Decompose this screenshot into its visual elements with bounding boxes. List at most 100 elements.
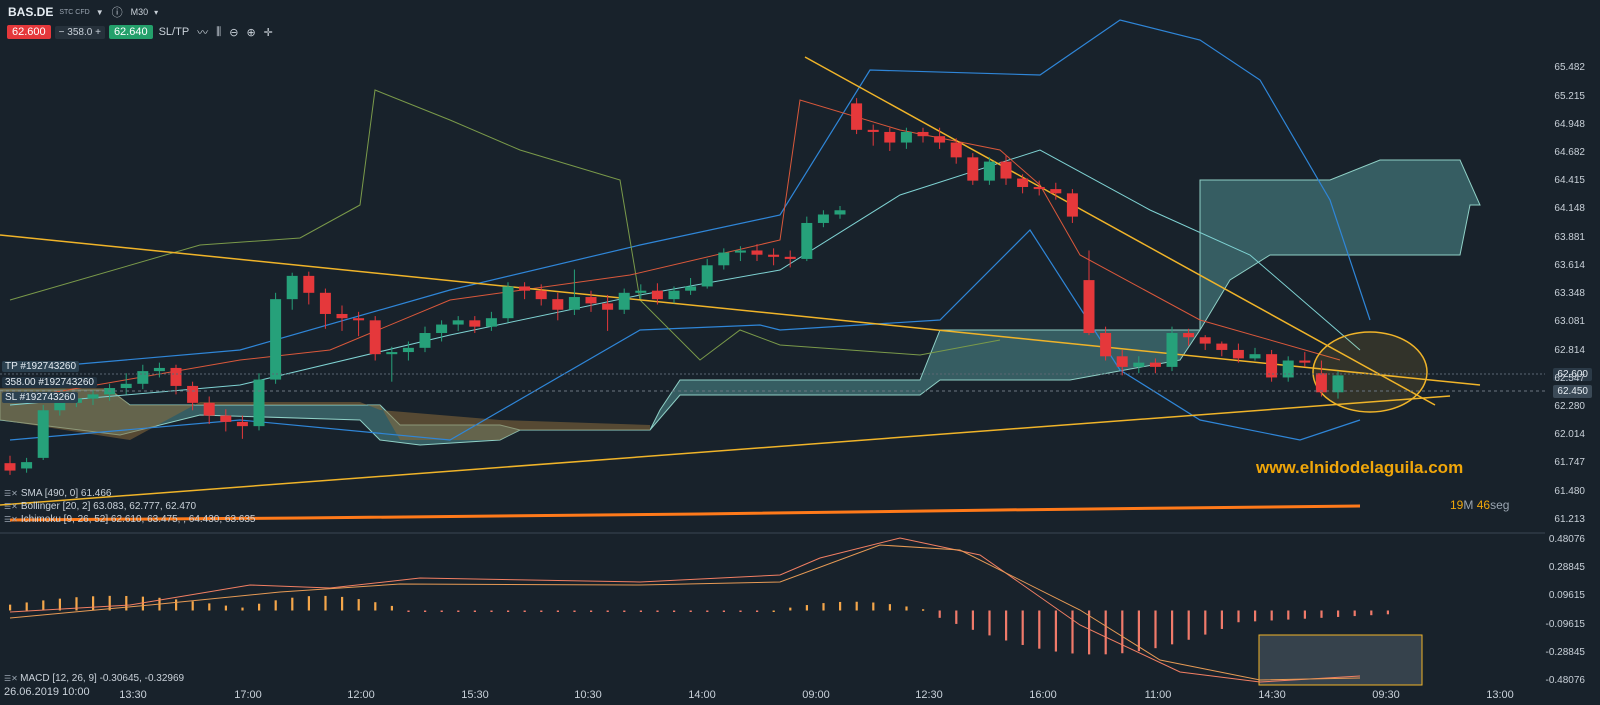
- ichimoku-legend[interactable]: ☰✕ Ichimoku [9, 26, 52] 62.610, 63.475, ,…: [4, 514, 256, 525]
- candle: [618, 288, 630, 314]
- timeframe-selector[interactable]: M30: [130, 7, 149, 17]
- candle: [419, 326, 431, 353]
- candle-body: [734, 250, 746, 253]
- macd-bar: [1071, 610, 1074, 654]
- price-tick-label: 65.215: [1554, 90, 1585, 102]
- sl-id: #192743260: [19, 392, 76, 403]
- macd-legend[interactable]: ☰✕ MACD [12, 26, 9] -0.30645, -0.32969: [4, 673, 184, 684]
- symbol-label[interactable]: BAS.DE: [8, 5, 54, 19]
- macd-bar: [938, 610, 941, 618]
- time-tick-label: 13:00: [1486, 689, 1514, 701]
- candle: [336, 305, 348, 331]
- candle: [635, 284, 647, 300]
- candle: [402, 341, 414, 361]
- candle-body: [784, 256, 796, 259]
- candle-body: [1100, 333, 1112, 357]
- candle: [1266, 349, 1278, 382]
- candle: [1149, 358, 1161, 374]
- crosshair-icon[interactable]: ✛: [263, 26, 273, 39]
- macd-bar: [208, 603, 211, 611]
- candle-body: [1282, 360, 1294, 378]
- info-icon[interactable]: ⓘ: [111, 7, 123, 19]
- candle-body: [21, 462, 33, 469]
- cloud-bear: [0, 388, 650, 440]
- macd-value: MACD [12, 26, 9] -0.30645, -0.32969: [20, 673, 185, 684]
- candle-body: [270, 299, 282, 380]
- macd-bar: [706, 610, 709, 612]
- macd-line: [9, 537, 1361, 683]
- time-tick-label: 09:30: [1372, 689, 1400, 701]
- macd-bar: [1204, 610, 1207, 635]
- candle-body: [585, 297, 597, 304]
- macd-bar: [1137, 610, 1140, 652]
- candle-body: [1266, 354, 1278, 378]
- macd-bar: [789, 607, 792, 611]
- candle-body: [336, 313, 348, 319]
- timeframe-chevron-icon[interactable]: ▾: [154, 7, 159, 17]
- buy-price-button[interactable]: 62.640: [108, 25, 153, 39]
- tp-order-tag[interactable]: TP #192743260: [2, 361, 80, 372]
- ichimoku-cloud: [0, 159, 1481, 446]
- macd-bar: [390, 605, 393, 611]
- chevron-down-icon[interactable]: ▼: [95, 7, 104, 17]
- candle: [967, 153, 979, 185]
- zoom-in-icon[interactable]: ⊕: [246, 26, 256, 39]
- candle-body: [552, 299, 564, 310]
- settings-icon[interactable]: ☰✕: [4, 674, 21, 683]
- candle: [369, 316, 381, 361]
- macd-bar: [241, 607, 244, 611]
- tp-label: TP: [5, 361, 18, 372]
- price-tick-label: 64.682: [1554, 146, 1585, 158]
- macd-bar: [490, 610, 493, 612]
- bollinger-lower: [9, 229, 1361, 441]
- sell-price-button[interactable]: 62.600: [7, 25, 51, 39]
- price-tick-label: 63.081: [1554, 316, 1585, 328]
- sltp-button[interactable]: SL/TP: [158, 26, 190, 38]
- macd-bar: [1254, 610, 1257, 622]
- time-tick-label: 10:30: [574, 689, 602, 701]
- sl-label: SL: [5, 392, 17, 403]
- quantity-input[interactable]: − 358.0 +: [54, 25, 105, 39]
- candle: [469, 316, 481, 334]
- position-order-tag[interactable]: 358.00 #192743260: [2, 377, 97, 388]
- candle-body: [1017, 178, 1029, 187]
- macd-tick-label: -0.09615: [1545, 618, 1585, 630]
- macd-bar: [357, 599, 360, 611]
- candle: [436, 320, 448, 342]
- sl-order-tag[interactable]: SL #192743260: [2, 392, 79, 403]
- macd-bar: [258, 603, 261, 611]
- trendlines: [0, 56, 1481, 506]
- macd-bar: [1237, 610, 1240, 623]
- macd-bar: [922, 609, 925, 611]
- candle: [270, 292, 282, 384]
- zoom-out-icon[interactable]: ⊖: [229, 26, 239, 39]
- bollinger-legend[interactable]: ☰✕ Bollinger [20, 2] 63.083, 62.777, 62.4…: [4, 501, 196, 512]
- candle-body: [402, 347, 414, 353]
- macd-bar: [1021, 610, 1024, 645]
- settings-icon[interactable]: ☰✕: [4, 515, 18, 524]
- macd-bar: [656, 610, 659, 612]
- candle-body: [817, 214, 829, 223]
- macd-bar: [125, 595, 128, 611]
- settings-icon[interactable]: ☰✕: [4, 502, 18, 511]
- sma-legend[interactable]: ☰✕ SMA [490, 0] 61.466: [4, 488, 112, 499]
- indicators-icon[interactable]: ⫼: [216, 25, 222, 38]
- candle: [1100, 326, 1112, 361]
- macd-bar: [1104, 610, 1107, 655]
- macd-tick-label: 0.09615: [1548, 590, 1585, 602]
- macd-bar: [756, 610, 759, 612]
- candle-body: [701, 265, 713, 287]
- candle-timer: 19M 46seg: [1450, 498, 1509, 512]
- settings-icon[interactable]: ☰✕: [4, 489, 18, 498]
- position-id: #192743260: [38, 377, 94, 388]
- macd-bar: [540, 610, 543, 612]
- macd-bar: [507, 610, 510, 612]
- candle-body: [353, 318, 365, 321]
- price-tick-label: 64.415: [1554, 175, 1585, 187]
- candle-body: [1332, 375, 1344, 393]
- price-tick-label: 62.814: [1554, 344, 1585, 356]
- chart-type-icon[interactable]: 〰: [197, 27, 209, 39]
- macd-bar: [955, 610, 958, 624]
- macd-bar: [822, 603, 825, 611]
